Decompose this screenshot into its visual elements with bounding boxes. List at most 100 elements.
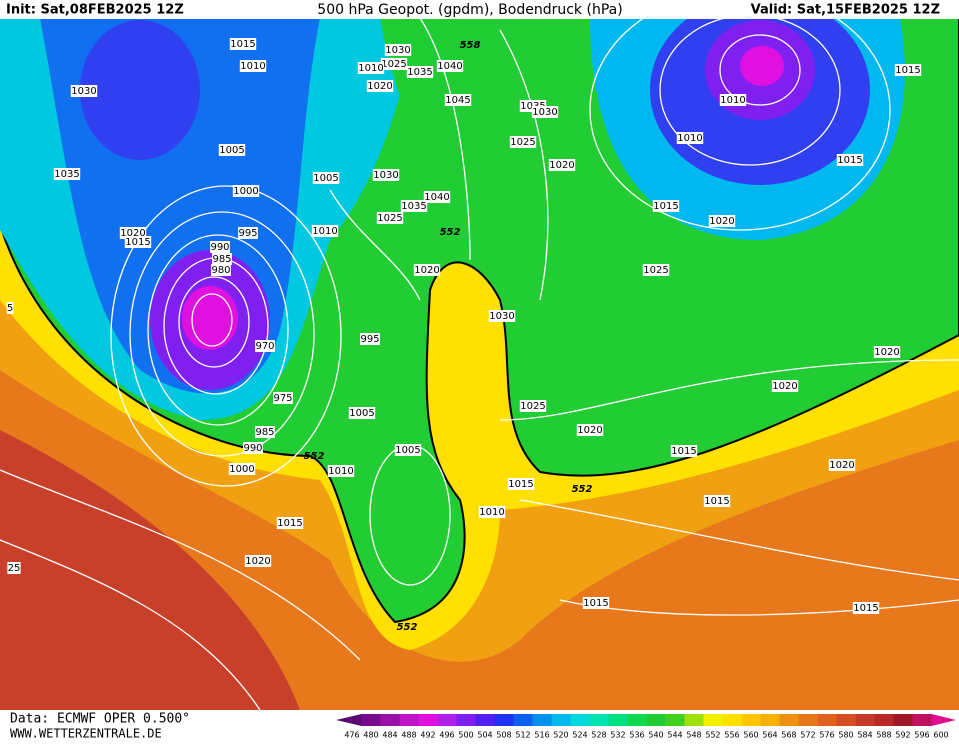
- contour-label: 1030: [373, 170, 398, 181]
- colorbar-tick-label: 516: [534, 731, 549, 740]
- colorbar-tick-label: 476: [344, 731, 359, 740]
- contour-label: 1025: [520, 401, 545, 412]
- colorbar-tick-label: 568: [781, 731, 796, 740]
- colorbar-arrow-right: [931, 714, 956, 726]
- contour-label-bg: [423, 191, 451, 203]
- contour-label: 5: [7, 303, 13, 314]
- contour-label: 552: [572, 484, 593, 495]
- contour-label: 1015: [671, 446, 696, 457]
- contour-label: 1010: [358, 63, 383, 74]
- contour-label: 1020: [709, 216, 734, 227]
- contour-label-bg: [708, 215, 736, 227]
- contour-label-bg: [436, 60, 464, 72]
- colorbar-box: [475, 714, 495, 726]
- contour-label: 1030: [532, 107, 557, 118]
- contour-label-bg: [719, 94, 747, 106]
- contour-label: 1015: [508, 479, 533, 490]
- colorbar-box: [741, 714, 761, 726]
- colorbar-tick-label: 560: [743, 731, 758, 740]
- contour-label: 1010: [677, 133, 702, 144]
- contour-label-bg: [357, 62, 385, 74]
- contour-label: 1035: [407, 67, 432, 78]
- contour-label-bg: [124, 236, 152, 248]
- contour-label: 552: [304, 451, 325, 462]
- contour-label-bg: [366, 80, 394, 92]
- contour-label: 1005: [349, 408, 374, 419]
- trough-north: [80, 20, 200, 160]
- colorbar-box: [380, 714, 400, 726]
- contour-label: 1025: [377, 213, 402, 224]
- colorbar-box: [836, 714, 856, 726]
- contour-label-bg: [360, 333, 380, 345]
- contour-label-bg: [384, 44, 412, 56]
- contour-label-bg: [380, 58, 408, 70]
- colorbar-tick-label: 512: [515, 731, 530, 740]
- contour-label: 1020: [245, 556, 270, 567]
- contour-label: 1015: [230, 39, 255, 50]
- contour-label-bg: [703, 495, 731, 507]
- contour-label-bg: [276, 517, 304, 529]
- colorbar-arrow-left: [336, 714, 362, 726]
- contour-label: 1010: [720, 95, 745, 106]
- contour-label: 1010: [240, 61, 265, 72]
- contour-label-bg: [244, 555, 272, 567]
- colorbar-box: [684, 714, 704, 726]
- colorbar-tick-label: 540: [648, 731, 663, 740]
- contour-label: 975: [273, 393, 292, 404]
- contour-label: 1030: [385, 45, 410, 56]
- colorbar-tick-label: 572: [800, 731, 815, 740]
- contour-label-bg: [7, 562, 21, 574]
- contour-label: 552: [397, 622, 418, 633]
- contour-label-bg: [210, 241, 230, 253]
- contour-label-bg: [852, 602, 880, 614]
- colorbar-tick-label: 520: [553, 731, 568, 740]
- contour-label-bg: [771, 380, 799, 392]
- contour-label: 970: [255, 341, 274, 352]
- contour-label: 1020: [874, 347, 899, 358]
- contour-label-bg: [670, 445, 698, 457]
- colorbar-tick-label: 528: [591, 731, 606, 740]
- colorbar-tick-label: 584: [857, 731, 872, 740]
- colorbar-tick-label: 544: [667, 731, 682, 740]
- contour-label: 1015: [583, 598, 608, 609]
- colorbar-tick-label: 556: [724, 731, 739, 740]
- colorbar-tick-label: 564: [762, 731, 777, 740]
- contour-label-bg: [413, 264, 441, 276]
- colorbar-tick-label: 500: [458, 731, 473, 740]
- contour-label: 1020: [549, 160, 574, 171]
- contour-label-bg: [372, 169, 400, 181]
- contour-label-bg: [400, 200, 428, 212]
- contour-label-bg: [394, 444, 422, 456]
- contour-label-bg: [406, 66, 434, 78]
- colorbar-box: [627, 714, 647, 726]
- contour-label-bg: [642, 264, 670, 276]
- isobars: [0, 17, 959, 711]
- map-title: 500 hPa Geopot. (gpdm), Bodendruck (hPa): [317, 2, 622, 18]
- contour-label-bg: [243, 442, 263, 454]
- contour-label: 990: [210, 242, 229, 253]
- contour-label-bg: [218, 144, 246, 156]
- contour-label-bg: [232, 185, 260, 197]
- site-url: WWW.WETTERZENTRALE.DE: [10, 727, 162, 741]
- contour-label-bg: [53, 168, 81, 180]
- colorbar-box: [760, 714, 780, 726]
- contour-label-bg: [255, 340, 275, 352]
- colorbar-tick-label: 548: [686, 731, 701, 740]
- colorbar-box: [399, 714, 419, 726]
- contour-label: 1020: [120, 228, 145, 239]
- contour-label-bg: [312, 172, 340, 184]
- colorbar-box: [494, 714, 514, 726]
- contour-label-bg: [873, 346, 901, 358]
- colorbar-box: [646, 714, 666, 726]
- colorbar-tick-label: 588: [876, 731, 891, 740]
- colorbar-tick-label: 496: [439, 731, 454, 740]
- contour-label: 1015: [837, 155, 862, 166]
- colorbar-box: [361, 714, 381, 726]
- contour-label: 1005: [313, 173, 338, 184]
- contour-label-bg: [488, 310, 516, 322]
- map-field: [0, 0, 959, 710]
- contour-label-bg: [238, 227, 258, 239]
- contour-label: 985: [255, 427, 274, 438]
